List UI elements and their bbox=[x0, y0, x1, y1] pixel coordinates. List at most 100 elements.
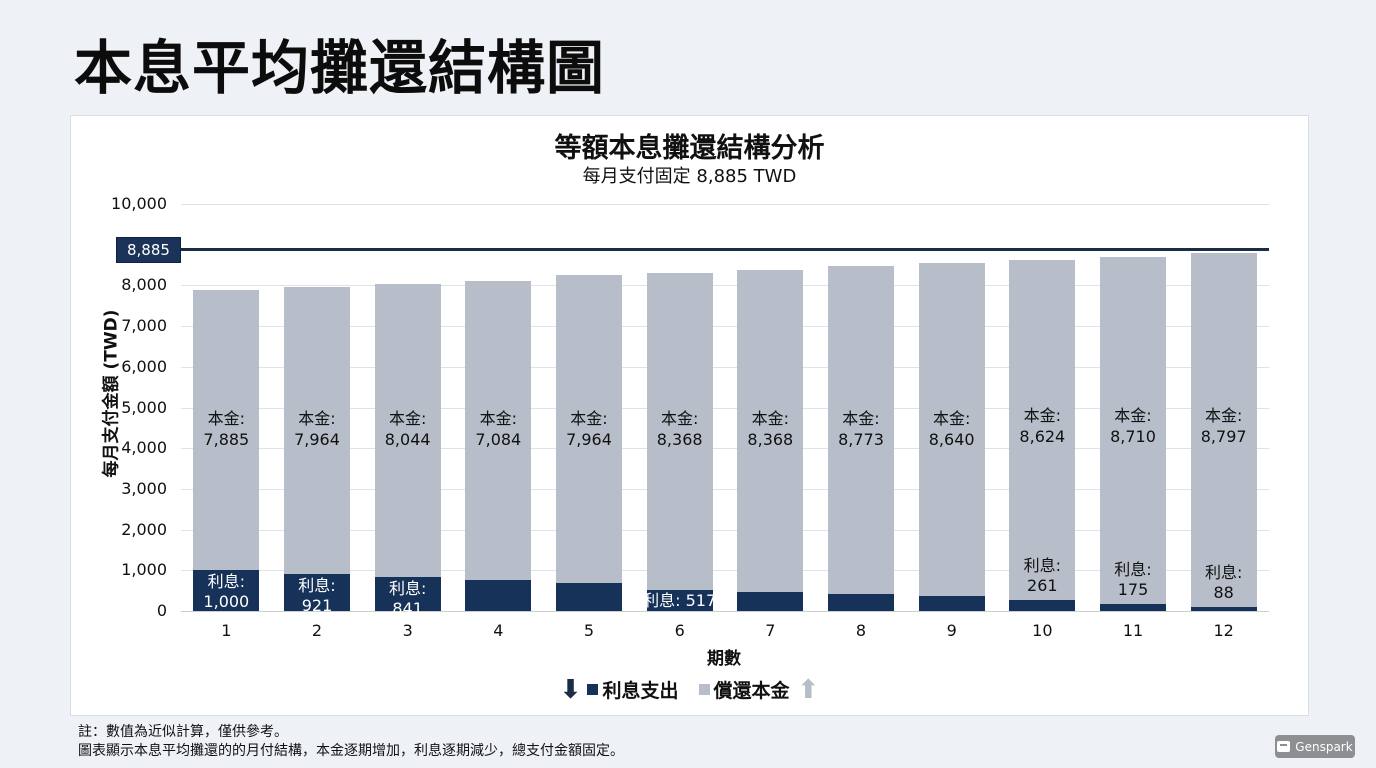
principal-label-text: 本金: bbox=[932, 409, 971, 428]
interest-value-text: 841 bbox=[392, 598, 423, 618]
principal-label-text: 本金: bbox=[660, 409, 699, 428]
y-tick-label: 10,000 bbox=[111, 194, 167, 213]
principal-data-label: 本金: 8,710 bbox=[1088, 405, 1178, 447]
bar-interest[interactable] bbox=[1190, 607, 1257, 611]
bar-principal[interactable] bbox=[1009, 260, 1076, 601]
principal-value-text: 8,797 bbox=[1200, 427, 1247, 446]
bar-principal[interactable] bbox=[193, 290, 260, 571]
bar-principal[interactable] bbox=[737, 269, 804, 592]
x-tick-label: 1 bbox=[221, 621, 232, 640]
interest-label-text: 利息: bbox=[1204, 563, 1243, 583]
principal-data-label: 本金: 8,624 bbox=[997, 405, 1087, 447]
bar-interest[interactable] bbox=[374, 576, 441, 611]
principal-label-text: 本金: bbox=[1114, 406, 1152, 425]
interest-label-text: 利息: bbox=[1023, 556, 1062, 576]
principal-value-text: 8,624 bbox=[1019, 427, 1066, 446]
y-tick-label: 7,000 bbox=[121, 316, 167, 335]
gridline bbox=[181, 367, 1269, 368]
bar-principal[interactable] bbox=[374, 283, 441, 577]
principal-value-text: 8,710 bbox=[1110, 427, 1156, 446]
interest-value-text: 261 bbox=[1027, 576, 1058, 596]
chart-title: 等額本息攤還結構分析 bbox=[554, 133, 825, 164]
x-tick-label: 3 bbox=[402, 621, 413, 640]
interest-data-label: 利息: 175 bbox=[1088, 560, 1178, 600]
gridline bbox=[181, 530, 1269, 531]
x-tick-label: 6 bbox=[674, 621, 685, 640]
y-tick-label: 8,000 bbox=[121, 275, 167, 294]
bar-interest[interactable] bbox=[737, 591, 804, 611]
principal-data-label: 本金: 7,964 bbox=[544, 408, 634, 450]
bar-interest[interactable] bbox=[465, 580, 532, 611]
y-tick-label: 0 bbox=[156, 601, 167, 620]
x-tick-label: 8 bbox=[855, 621, 867, 640]
y-tick-label: 3,000 bbox=[121, 479, 167, 498]
y-tick-label: 4,000 bbox=[121, 438, 167, 457]
y-tick-label: 2,000 bbox=[121, 520, 167, 539]
x-tick-label: 2 bbox=[311, 621, 323, 640]
bar-principal[interactable] bbox=[556, 274, 622, 584]
reference-line bbox=[177, 248, 1269, 251]
interest-value-text: 175 bbox=[1117, 579, 1149, 599]
interest-label-text: 利息: bbox=[298, 575, 336, 595]
bar-principal[interactable] bbox=[918, 263, 985, 597]
principal-data-label: 本金: 8,640 bbox=[907, 408, 997, 450]
interest-label-text: 利息: bbox=[1114, 559, 1152, 579]
bar-interest[interactable] bbox=[1009, 600, 1076, 611]
principal-data-label: 本金: 8,044 bbox=[363, 408, 453, 450]
x-tick-label: 9 bbox=[946, 621, 957, 640]
bar-principal[interactable] bbox=[828, 265, 894, 594]
principal-label-text: 本金: bbox=[479, 409, 518, 428]
principal-label-text: 本金: bbox=[1023, 406, 1062, 425]
gridline bbox=[181, 408, 1269, 409]
gridline bbox=[181, 204, 1269, 205]
gridline bbox=[181, 448, 1269, 449]
page-title: 本息平均攤還結構圖 bbox=[74, 34, 606, 102]
legend-principal-label: 償還本金 bbox=[713, 680, 790, 702]
bar-interest[interactable] bbox=[193, 570, 260, 611]
note-line-1: 註：數值為近似計算，僅供參考。 bbox=[78, 724, 288, 740]
reference-line-label: 8,885 bbox=[116, 237, 181, 263]
interest-data-label: 利息: 261 bbox=[997, 556, 1087, 596]
bar-principal[interactable] bbox=[465, 280, 532, 581]
gridline bbox=[181, 285, 1269, 286]
bar-interest[interactable] bbox=[556, 583, 622, 611]
bar-interest[interactable] bbox=[646, 589, 713, 611]
principal-label-text: 本金: bbox=[842, 409, 880, 428]
principal-value-text: 8,044 bbox=[384, 430, 431, 449]
genspark-logo-icon bbox=[1277, 741, 1291, 752]
bar-interest[interactable] bbox=[284, 573, 350, 611]
interest-data-label: 利息: 1,000 bbox=[181, 572, 271, 612]
interest-value-text: 921 bbox=[301, 595, 333, 615]
principal-label-text: 本金: bbox=[207, 409, 246, 428]
genspark-badge[interactable]: Genspark bbox=[1275, 735, 1355, 758]
principal-data-label: 本金: 7,964 bbox=[272, 408, 362, 450]
gridline bbox=[181, 326, 1269, 327]
principal-value-text: 7,964 bbox=[294, 430, 340, 449]
gridline bbox=[181, 611, 1269, 612]
bar-interest[interactable] bbox=[828, 593, 894, 611]
up-arrow-icon: ⬆ bbox=[797, 674, 820, 705]
bar-interest[interactable] bbox=[918, 596, 985, 611]
bar-interest[interactable] bbox=[1100, 603, 1166, 611]
chart-legend: ⬇ 利息支出 償還本金 ⬆ bbox=[71, 676, 1308, 703]
bar-principal[interactable] bbox=[284, 286, 350, 574]
gridline bbox=[181, 489, 1269, 490]
bar-principal[interactable] bbox=[646, 273, 713, 590]
gridline bbox=[181, 570, 1269, 571]
principal-swatch bbox=[698, 684, 710, 695]
x-tick-label: 4 bbox=[493, 621, 504, 640]
interest-swatch bbox=[587, 684, 599, 695]
principal-label-text: 本金: bbox=[1204, 406, 1243, 425]
principal-data-label: 本金: 8,797 bbox=[1179, 405, 1269, 447]
x-tick-label: 12 bbox=[1213, 621, 1234, 640]
bar-principal[interactable] bbox=[1190, 252, 1257, 608]
interest-data-label: 利息: 517 bbox=[635, 591, 725, 611]
legend-interest-label: 利息支出 bbox=[602, 680, 679, 702]
interest-value-text: 1,000 bbox=[203, 592, 250, 612]
bar-principal[interactable] bbox=[1100, 256, 1166, 604]
principal-data-label: 本金: 8,773 bbox=[816, 408, 906, 450]
legend-item-interest: 利息支出 bbox=[587, 676, 679, 703]
x-tick-label: 10 bbox=[1032, 621, 1053, 640]
principal-data-label: 本金: 7,885 bbox=[181, 408, 271, 450]
chart-subtitle: 每月支付固定 8,885 TWD bbox=[582, 166, 797, 187]
